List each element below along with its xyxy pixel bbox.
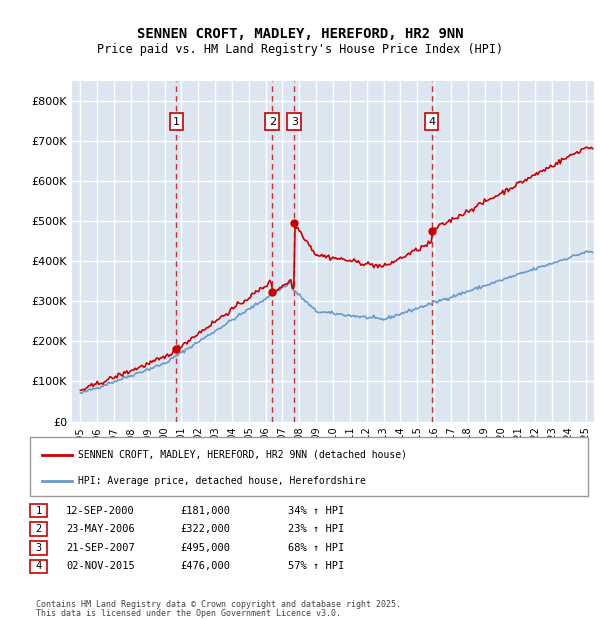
Text: 23% ↑ HPI: 23% ↑ HPI	[288, 524, 344, 534]
Text: £181,000: £181,000	[180, 505, 230, 516]
Text: 68% ↑ HPI: 68% ↑ HPI	[288, 542, 344, 553]
Text: 2: 2	[35, 524, 41, 534]
Text: SENNEN CROFT, MADLEY, HEREFORD, HR2 9NN: SENNEN CROFT, MADLEY, HEREFORD, HR2 9NN	[137, 27, 463, 41]
Text: £476,000: £476,000	[180, 561, 230, 572]
Text: 4: 4	[428, 117, 435, 126]
Text: 23-MAY-2006: 23-MAY-2006	[66, 524, 135, 534]
Text: 3: 3	[291, 117, 298, 126]
Text: 02-NOV-2015: 02-NOV-2015	[66, 561, 135, 572]
Text: £495,000: £495,000	[180, 542, 230, 553]
Text: 34% ↑ HPI: 34% ↑ HPI	[288, 505, 344, 516]
Text: HPI: Average price, detached house, Herefordshire: HPI: Average price, detached house, Here…	[78, 476, 366, 486]
Text: 1: 1	[173, 117, 180, 126]
Text: 1: 1	[35, 505, 41, 516]
Text: 12-SEP-2000: 12-SEP-2000	[66, 505, 135, 516]
Text: Contains HM Land Registry data © Crown copyright and database right 2025.: Contains HM Land Registry data © Crown c…	[36, 600, 401, 609]
Text: 57% ↑ HPI: 57% ↑ HPI	[288, 561, 344, 572]
Text: Price paid vs. HM Land Registry's House Price Index (HPI): Price paid vs. HM Land Registry's House …	[97, 43, 503, 56]
Text: 3: 3	[35, 542, 41, 553]
Text: 4: 4	[35, 561, 41, 572]
Text: 2: 2	[269, 117, 276, 126]
Text: This data is licensed under the Open Government Licence v3.0.: This data is licensed under the Open Gov…	[36, 609, 341, 618]
Text: SENNEN CROFT, MADLEY, HEREFORD, HR2 9NN (detached house): SENNEN CROFT, MADLEY, HEREFORD, HR2 9NN …	[78, 450, 407, 460]
Text: £322,000: £322,000	[180, 524, 230, 534]
Text: 21-SEP-2007: 21-SEP-2007	[66, 542, 135, 553]
